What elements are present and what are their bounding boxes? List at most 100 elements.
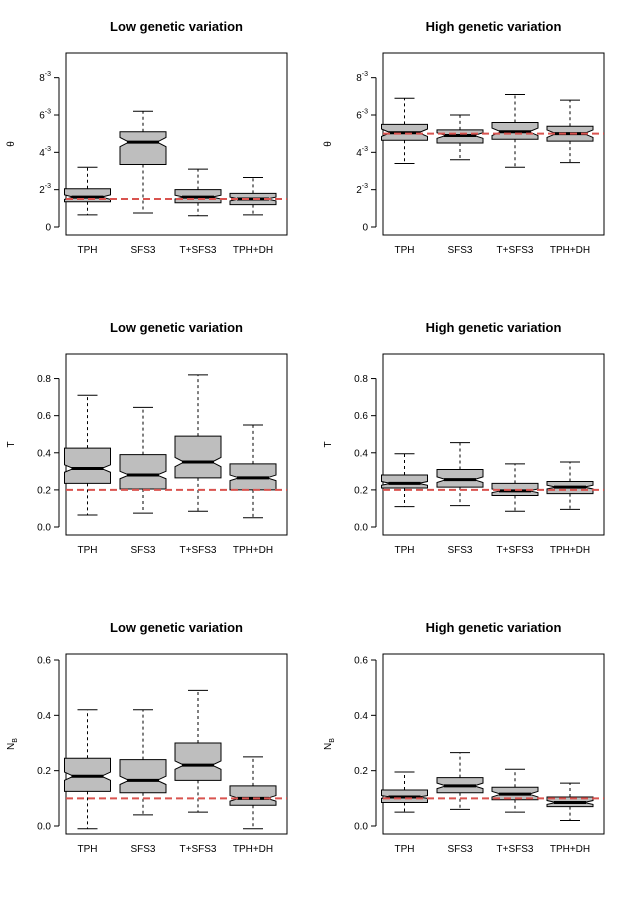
- x-category-label: T+SFS3: [497, 545, 534, 556]
- box-sfs3: [436, 752, 484, 810]
- notched-box: [174, 435, 222, 479]
- panel-4: High genetic variation 0.0 0.2 0.4 0.6 0.8 T TP…: [323, 320, 605, 556]
- panel-title: Low genetic variation: [110, 620, 243, 635]
- y-tick-label: 0.4: [37, 711, 51, 722]
- box-tph: [381, 771, 428, 813]
- panel-3: Low genetic variation 0.0 0.2 0.4 0.6 0.8 T TPH…: [6, 320, 288, 556]
- y-tick-label: 8-3: [39, 71, 51, 84]
- y-tick-label: 0.0: [354, 523, 368, 534]
- x-category-label: TPH+DH: [550, 245, 590, 256]
- y-axis-label: T: [6, 441, 17, 447]
- box-t-sfs3: [174, 689, 222, 813]
- y-tick-label: 2-3: [39, 183, 51, 196]
- plot-frame: [382, 52, 605, 236]
- y-tick-label: 8-3: [356, 71, 368, 84]
- box-tph-dh: [546, 99, 594, 164]
- x-category-label: TPH+DH: [233, 844, 273, 855]
- x-category-label: SFS3: [130, 245, 155, 256]
- y-tick-label: 0: [362, 223, 368, 234]
- y-tick-label: 0.6: [37, 411, 51, 422]
- x-category-label: T+SFS3: [497, 245, 534, 256]
- plot-frame: [382, 653, 605, 835]
- y-tick-label: 0.4: [354, 448, 368, 459]
- y-axis-label: NB: [6, 738, 19, 750]
- panel-title: Low genetic variation: [110, 320, 243, 335]
- notched-box: [119, 759, 167, 794]
- box-tph-dh: [229, 177, 277, 216]
- plot-frame: [65, 52, 288, 236]
- box-tph: [381, 453, 428, 508]
- y-tick-label: 0.4: [37, 448, 51, 459]
- box-tph: [64, 394, 111, 516]
- y-tick-label: 0.2: [37, 766, 51, 777]
- box-sfs3: [436, 442, 484, 507]
- x-category-label: TPH: [78, 844, 98, 855]
- y-tick-label: 0.8: [37, 374, 51, 385]
- y-tick-label: 0.0: [354, 822, 368, 833]
- notched-box: [119, 131, 167, 165]
- y-tick-label: 0: [45, 223, 51, 234]
- y-tick-label: 4-3: [39, 146, 51, 159]
- plot-frame: [65, 653, 288, 835]
- notched-box: [64, 447, 111, 484]
- y-tick-label: 0.6: [354, 411, 368, 422]
- y-axis-label: θ: [6, 141, 17, 147]
- y-axis-label: θ: [323, 141, 334, 147]
- box-tph-dh: [229, 756, 277, 830]
- notched-box: [229, 785, 277, 806]
- y-tick-label: 6-3: [39, 109, 51, 122]
- panel-2: High genetic variation 0 2-3 4-3 6-3 8-3 θ TPH S…: [323, 19, 605, 256]
- x-category-label: TPH+DH: [550, 844, 590, 855]
- x-category-label: TPH: [395, 245, 415, 256]
- panel-6: High genetic variation 0.0 0.2 0.4 0.6 NB TPH S…: [323, 620, 605, 855]
- plot-frame: [65, 353, 288, 536]
- y-tick-label: 0.8: [354, 374, 368, 385]
- panel-title: High genetic variation: [426, 320, 562, 335]
- panel-1: Low genetic variation 0 2-3 4-3 6-3 8-3 θ TPH SF…: [6, 19, 288, 256]
- box-t-sfs3: [491, 463, 539, 512]
- y-tick-label: 0.0: [37, 822, 51, 833]
- x-category-label: TPH+DH: [233, 545, 273, 556]
- x-category-label: TPH+DH: [550, 545, 590, 556]
- box-tph-dh: [546, 782, 594, 821]
- y-tick-label: 0.6: [354, 656, 368, 667]
- box-tph: [64, 166, 111, 216]
- y-tick-label: 4-3: [356, 146, 368, 159]
- y-axis-label: T: [323, 441, 334, 447]
- x-category-label: TPH+DH: [233, 245, 273, 256]
- plot-frame: [382, 353, 605, 536]
- box-t-sfs3: [174, 374, 222, 512]
- box-sfs3: [119, 110, 167, 214]
- x-category-label: T+SFS3: [180, 844, 217, 855]
- x-category-label: TPH: [78, 245, 98, 256]
- x-category-label: T+SFS3: [180, 545, 217, 556]
- box-tph-dh: [546, 461, 594, 510]
- x-category-label: SFS3: [447, 844, 472, 855]
- box-tph: [64, 709, 111, 830]
- box-t-sfs3: [491, 93, 539, 168]
- y-tick-label: 0.2: [354, 766, 368, 777]
- y-tick-label: 0.2: [37, 485, 51, 496]
- x-category-label: SFS3: [447, 245, 472, 256]
- box-tph: [381, 97, 428, 165]
- y-tick-label: 0.6: [37, 656, 51, 667]
- notched-box: [119, 454, 167, 490]
- box-sfs3: [119, 709, 167, 816]
- x-category-label: SFS3: [447, 545, 472, 556]
- y-tick-label: 6-3: [356, 109, 368, 122]
- x-category-label: SFS3: [130, 844, 155, 855]
- box-sfs3: [436, 114, 484, 161]
- y-tick-label: 0.2: [354, 485, 368, 496]
- x-category-label: SFS3: [130, 545, 155, 556]
- box-tph-dh: [229, 424, 277, 519]
- notched-box: [174, 742, 222, 781]
- x-category-label: TPH: [395, 545, 415, 556]
- x-category-label: TPH: [78, 545, 98, 556]
- box-sfs3: [119, 406, 167, 514]
- panel-title: High genetic variation: [426, 19, 562, 34]
- x-category-label: T+SFS3: [180, 245, 217, 256]
- panel-title: High genetic variation: [426, 620, 562, 635]
- x-category-label: T+SFS3: [497, 844, 534, 855]
